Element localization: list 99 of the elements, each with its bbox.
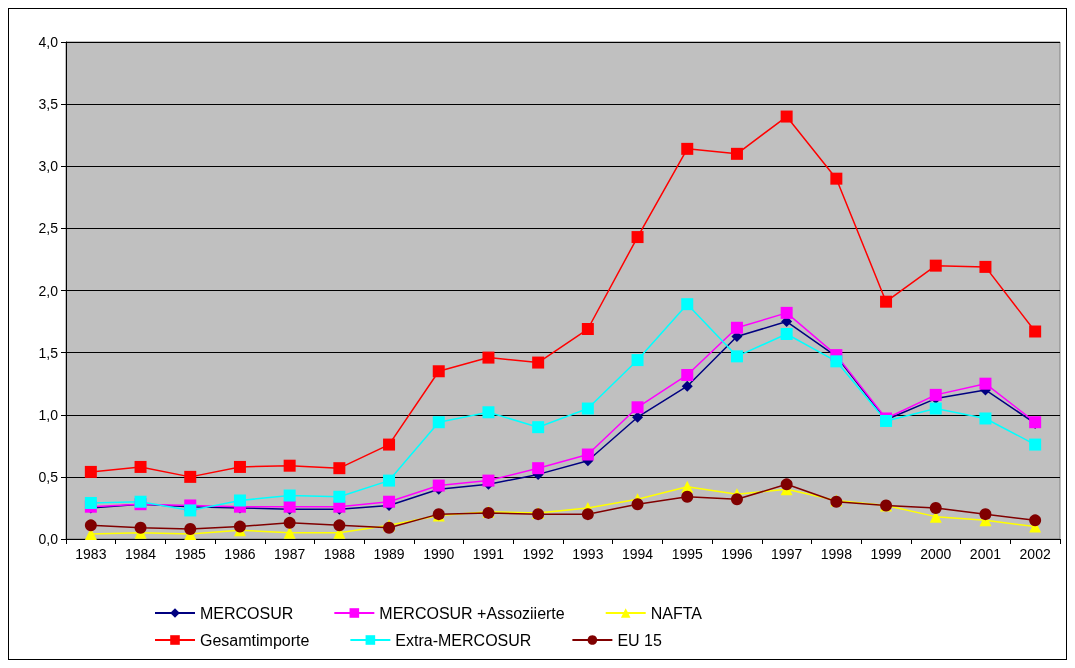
y-tick-label: 4,0 [38, 34, 59, 50]
point [681, 298, 694, 311]
point [233, 494, 246, 507]
y-tick-label: 2,0 [38, 282, 59, 299]
point [233, 460, 246, 473]
point [383, 495, 396, 508]
y-tick-label: 3,0 [38, 158, 59, 175]
point [333, 519, 346, 532]
point [780, 110, 793, 123]
x-tick-label: 1998 [820, 546, 853, 562]
point [581, 448, 594, 461]
legend-label: NAFTA [650, 604, 703, 622]
point [979, 508, 992, 521]
point [84, 496, 97, 509]
legend-label: Gesamtimporte [200, 631, 310, 649]
point [482, 351, 495, 364]
point [780, 327, 793, 340]
point [631, 498, 644, 511]
x-tick-label: 2002 [1019, 546, 1051, 562]
point [84, 519, 97, 532]
point [1029, 514, 1042, 527]
y-tick-label: 0,0 [38, 531, 59, 547]
point [730, 350, 743, 363]
point [482, 474, 495, 487]
legend-label: Extra-MERCOSUR [395, 631, 532, 649]
point [880, 295, 893, 308]
point [383, 438, 396, 451]
x-tick-label: 1996 [721, 546, 753, 562]
point [283, 459, 296, 472]
point [283, 516, 296, 529]
point [631, 401, 644, 414]
x-tick-label: 1990 [423, 546, 455, 562]
point [979, 377, 992, 390]
point [780, 478, 793, 491]
point [283, 489, 296, 502]
point [830, 355, 843, 368]
y-tick-label: 0,5 [38, 468, 59, 485]
legend-label: MERCOSUR [200, 604, 294, 622]
point [432, 365, 445, 378]
point [333, 490, 346, 503]
point [581, 402, 594, 415]
point [979, 260, 992, 273]
x-tick-label: 1997 [771, 546, 803, 562]
x-tick-label: 1994 [621, 546, 654, 562]
point [184, 504, 197, 517]
point [780, 306, 793, 319]
x-tick-label: 1988 [323, 546, 356, 562]
point [929, 388, 942, 401]
point [184, 523, 197, 536]
x-tick-label: 1999 [870, 546, 902, 562]
point [979, 412, 992, 425]
x-tick-label: 1995 [671, 546, 704, 562]
point [730, 493, 743, 506]
y-tick-label: 3,5 [38, 96, 59, 113]
x-tick-label: 1992 [522, 546, 554, 562]
point [532, 356, 545, 369]
x-tick-label: 1987 [274, 546, 306, 562]
point [134, 460, 147, 473]
point [830, 172, 843, 185]
point [929, 402, 942, 415]
legend-label: MERCOSUR +Assoziierte [379, 604, 565, 622]
point [730, 321, 743, 334]
point [681, 490, 694, 503]
x-tick-label: 2000 [920, 546, 952, 562]
x-tick-label: 1986 [224, 546, 256, 562]
point [681, 142, 694, 155]
point [383, 474, 396, 487]
point [730, 147, 743, 160]
y-tick-label: 1,5 [38, 344, 59, 361]
point [581, 323, 594, 336]
x-tick-label: 1984 [124, 546, 157, 562]
point [84, 465, 97, 478]
y-tick-label: 1,0 [38, 406, 59, 423]
point [631, 354, 644, 367]
point [929, 501, 942, 514]
point [233, 520, 246, 533]
point [482, 406, 495, 419]
y-tick-label: 2,5 [38, 220, 59, 237]
point [681, 368, 694, 381]
x-tick-label: 1993 [572, 546, 604, 562]
x-tick-label: 2001 [969, 546, 1002, 562]
x-tick-label: 1989 [373, 546, 405, 562]
point [432, 416, 445, 429]
point [432, 479, 445, 492]
legend-label: EU 15 [617, 631, 662, 649]
point [631, 231, 644, 244]
point [1029, 325, 1042, 338]
point [532, 421, 545, 434]
point [581, 508, 594, 521]
point [184, 470, 197, 483]
x-tick-label: 1985 [174, 546, 207, 562]
x-tick-label: 1983 [75, 546, 107, 562]
point [333, 462, 346, 475]
point [532, 462, 545, 475]
point [929, 259, 942, 272]
point [1029, 438, 1042, 451]
x-tick-label: 1991 [472, 546, 505, 562]
point [681, 380, 693, 392]
point [134, 521, 147, 534]
